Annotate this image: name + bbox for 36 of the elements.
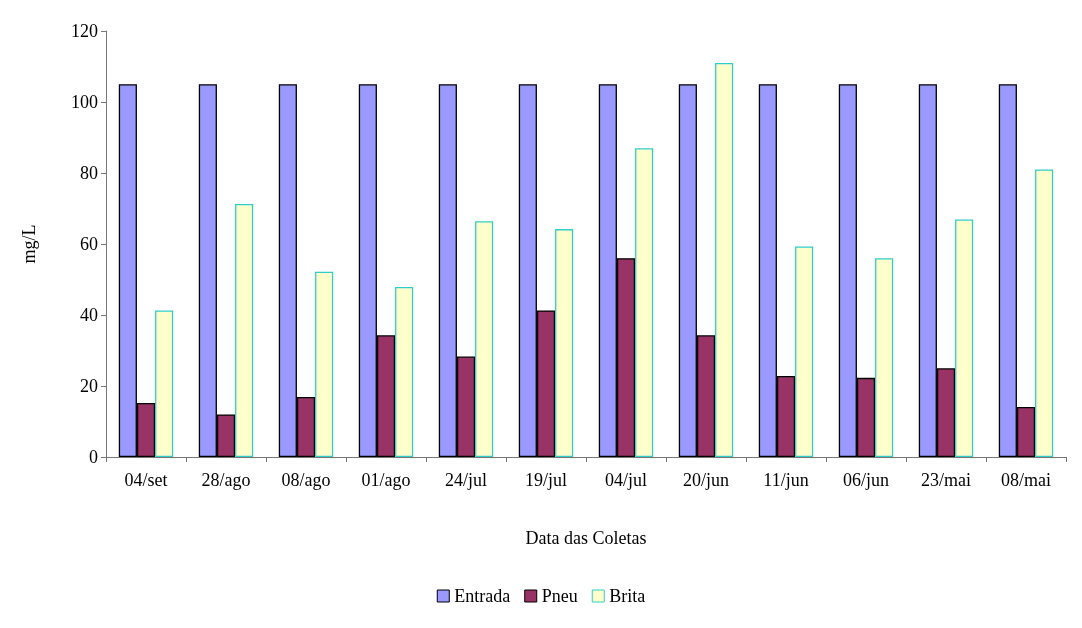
y-axis-title: mg/L — [19, 224, 39, 264]
y-tick-label: 40 — [80, 305, 98, 325]
bar — [475, 221, 494, 457]
bar — [155, 310, 174, 457]
x-tick-label: 04/set — [124, 470, 168, 490]
x-tick-label: 08/ago — [281, 470, 331, 490]
x-tick-label: 20/jun — [682, 470, 730, 490]
y-tick-label: 60 — [80, 234, 98, 254]
y-tick-label: 80 — [80, 163, 98, 183]
x-tick-label: 08/mai — [1001, 470, 1051, 490]
x-tick-label: 11/jun — [763, 470, 809, 490]
bar — [1035, 169, 1054, 457]
bar — [235, 203, 254, 457]
bar — [635, 148, 654, 457]
legend-label: Pneu — [541, 586, 578, 606]
x-tick-label: 06/jun — [842, 470, 890, 490]
bar — [315, 271, 334, 457]
bar — [875, 258, 894, 457]
bar — [395, 286, 414, 457]
y-tick-label: 100 — [71, 92, 98, 112]
y-tick-label: 0 — [89, 447, 98, 467]
bar — [555, 229, 574, 457]
x-tick-label: 24/jul — [444, 470, 488, 490]
bar — [715, 62, 734, 457]
x-tick-label: 23/mai — [921, 470, 971, 490]
bar — [955, 219, 974, 457]
y-tick-label: 120 — [71, 21, 98, 41]
x-axis-title: Data das Coletas — [525, 528, 647, 548]
legend-label: Entrada — [454, 586, 511, 606]
bar — [795, 246, 814, 457]
x-tick-label: 28/ago — [201, 470, 251, 490]
x-tick-label: 04/jul — [604, 470, 648, 490]
x-tick-label: 01/ago — [361, 470, 411, 490]
legend-label: Brita — [609, 586, 646, 606]
y-tick-label: 20 — [80, 376, 98, 396]
x-tick-label: 19/jul — [524, 470, 568, 490]
